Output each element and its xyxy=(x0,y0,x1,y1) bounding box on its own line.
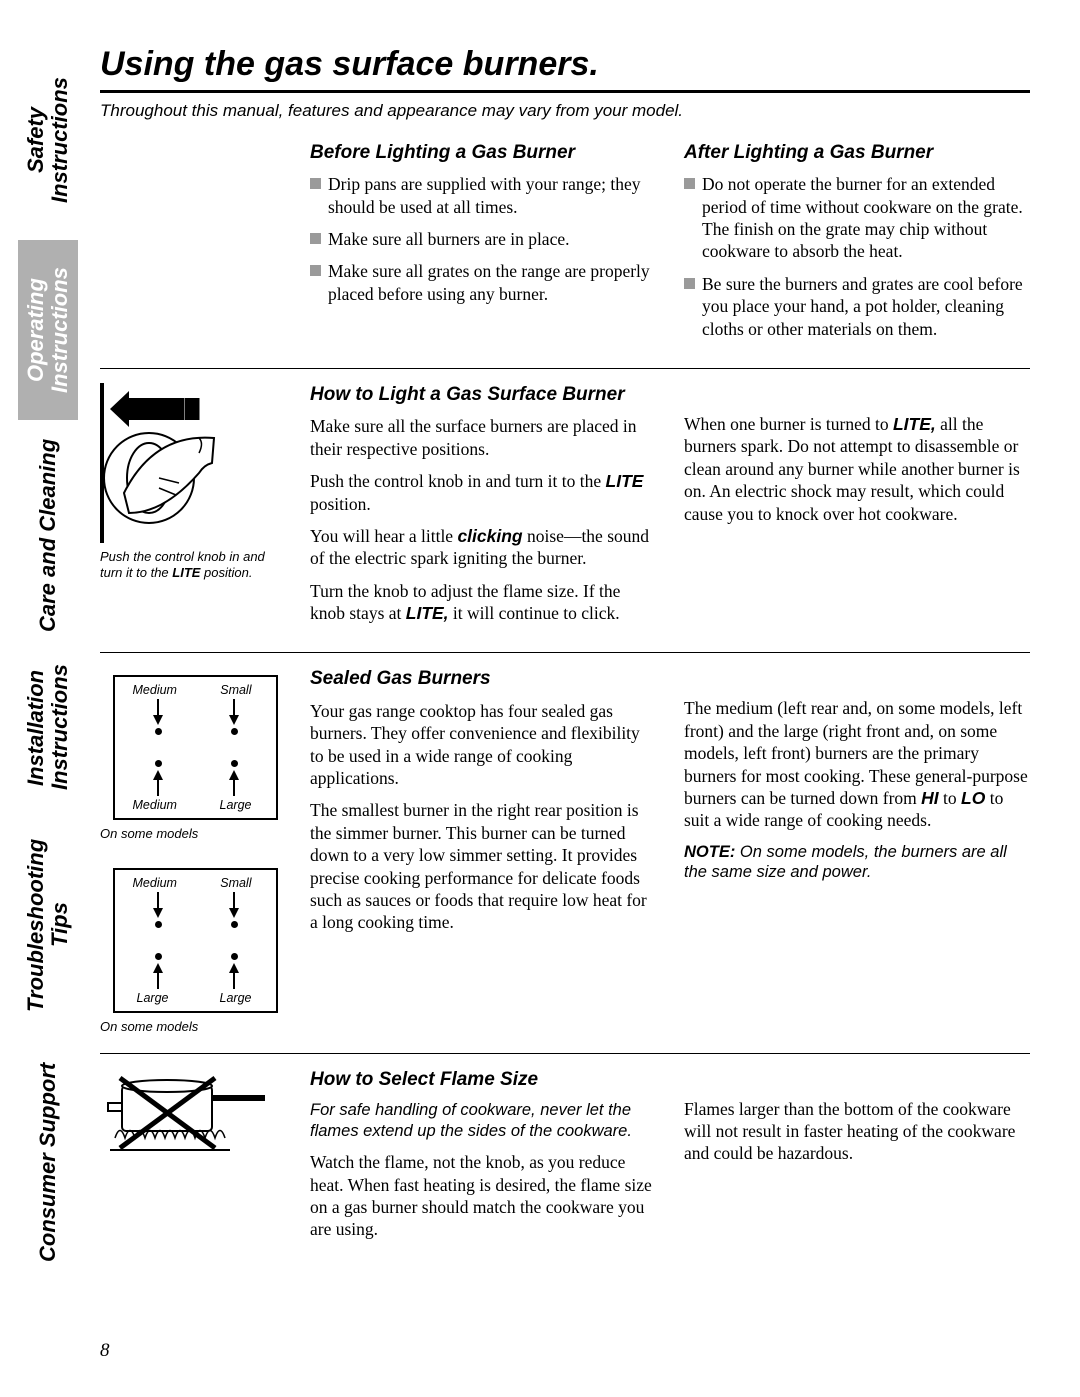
section-sealed-burners: Medium Small Medium Large On some models xyxy=(100,667,1030,1053)
tab-consumer[interactable]: Consumer Support xyxy=(18,1045,78,1280)
tab-install[interactable]: Installation Instructions xyxy=(18,650,78,805)
body-text: Watch the flame, not the knob, as you re… xyxy=(310,1151,656,1241)
knob-caption: Push the control knob in and turn it to … xyxy=(100,549,290,580)
how-to-light-left: How to Light a Gas Surface Burner Make s… xyxy=(310,383,656,634)
subtitle: Throughout this manual, features and app… xyxy=(100,101,1030,121)
before-lighting: Before Lighting a Gas Burner Drip pans a… xyxy=(310,141,656,350)
list-item: Make sure all burners are in place. xyxy=(310,228,656,250)
heading-after: After Lighting a Gas Burner xyxy=(684,141,1030,165)
body-text: The medium (left rear and, on some model… xyxy=(684,697,1030,831)
note-text: NOTE: On some models, the burners are al… xyxy=(684,842,1030,883)
body-text: Flames larger than the bottom of the coo… xyxy=(684,1098,1030,1165)
body-text: Push the control knob in and turn it to … xyxy=(310,470,656,515)
before-list: Drip pans are supplied with your range; … xyxy=(310,173,656,305)
heading-before: Before Lighting a Gas Burner xyxy=(310,141,656,165)
after-lighting: After Lighting a Gas Burner Do not opera… xyxy=(684,141,1030,350)
flame-right: Flames larger than the bottom of the coo… xyxy=(684,1068,1030,1251)
main-content: Using the gas surface burners. Throughou… xyxy=(100,45,1030,1283)
list-item: Do not operate the burner for an extende… xyxy=(684,173,1030,263)
tab-safety[interactable]: Safety Instructions xyxy=(18,40,78,240)
heading-sealed: Sealed Gas Burners xyxy=(310,667,656,691)
burner-diagram-2: Medium Small Large Large xyxy=(113,868,278,1013)
body-text: You will hear a little clicking noise—th… xyxy=(310,525,656,570)
diagram-caption: On some models xyxy=(100,826,290,842)
body-text: The smallest burner in the right rear po… xyxy=(310,799,656,933)
page-title: Using the gas surface burners. xyxy=(100,45,1030,93)
page-number: 8 xyxy=(100,1340,110,1362)
heading-how-to-light: How to Light a Gas Surface Burner xyxy=(310,383,656,407)
tab-care[interactable]: Care and Cleaning xyxy=(18,420,78,650)
after-list: Do not operate the burner for an extende… xyxy=(684,173,1030,340)
list-item: Drip pans are supplied with your range; … xyxy=(310,173,656,218)
list-item: Be sure the burners and grates are cool … xyxy=(684,273,1030,340)
heading-flame: How to Select Flame Size xyxy=(310,1068,656,1092)
burner-diagram-1: Medium Small Medium Large xyxy=(113,675,278,820)
tab-operating[interactable]: Operating Instructions xyxy=(18,240,78,420)
diagram-caption: On some models xyxy=(100,1019,290,1035)
section-flame-size: How to Select Flame Size For safe handli… xyxy=(100,1068,1030,1269)
flame-left: How to Select Flame Size For safe handli… xyxy=(310,1068,656,1251)
body-text: Make sure all the surface burners are pl… xyxy=(310,415,656,460)
flame-intro: For safe handling of cookware, never let… xyxy=(310,1100,656,1141)
tab-trouble[interactable]: Troubleshooting Tips xyxy=(18,805,78,1045)
pot-diagram xyxy=(100,1068,275,1163)
section-before-after: Before Lighting a Gas Burner Drip pans a… xyxy=(100,141,1030,369)
body-text: When one burner is turned to LITE, all t… xyxy=(684,413,1030,525)
how-to-light-right: When one burner is turned to LITE, all t… xyxy=(684,383,1030,634)
sealed-left: Sealed Gas Burners Your gas range cookto… xyxy=(310,667,656,1034)
burner-illustrations: Medium Small Medium Large On some models xyxy=(100,667,290,1034)
knob-illustration: Push the control knob in and turn it to … xyxy=(100,383,290,634)
list-item: Make sure all grates on the range are pr… xyxy=(310,260,656,305)
body-text: Turn the knob to adjust the flame size. … xyxy=(310,580,656,625)
section-how-to-light: Push the control knob in and turn it to … xyxy=(100,383,1030,653)
knob-diagram xyxy=(100,383,275,543)
pot-illustration xyxy=(100,1068,290,1251)
sidebar: Safety Instructions Operating Instructio… xyxy=(18,40,78,1280)
sealed-right: The medium (left rear and, on some model… xyxy=(684,667,1030,1034)
body-text: Your gas range cooktop has four sealed g… xyxy=(310,700,656,790)
